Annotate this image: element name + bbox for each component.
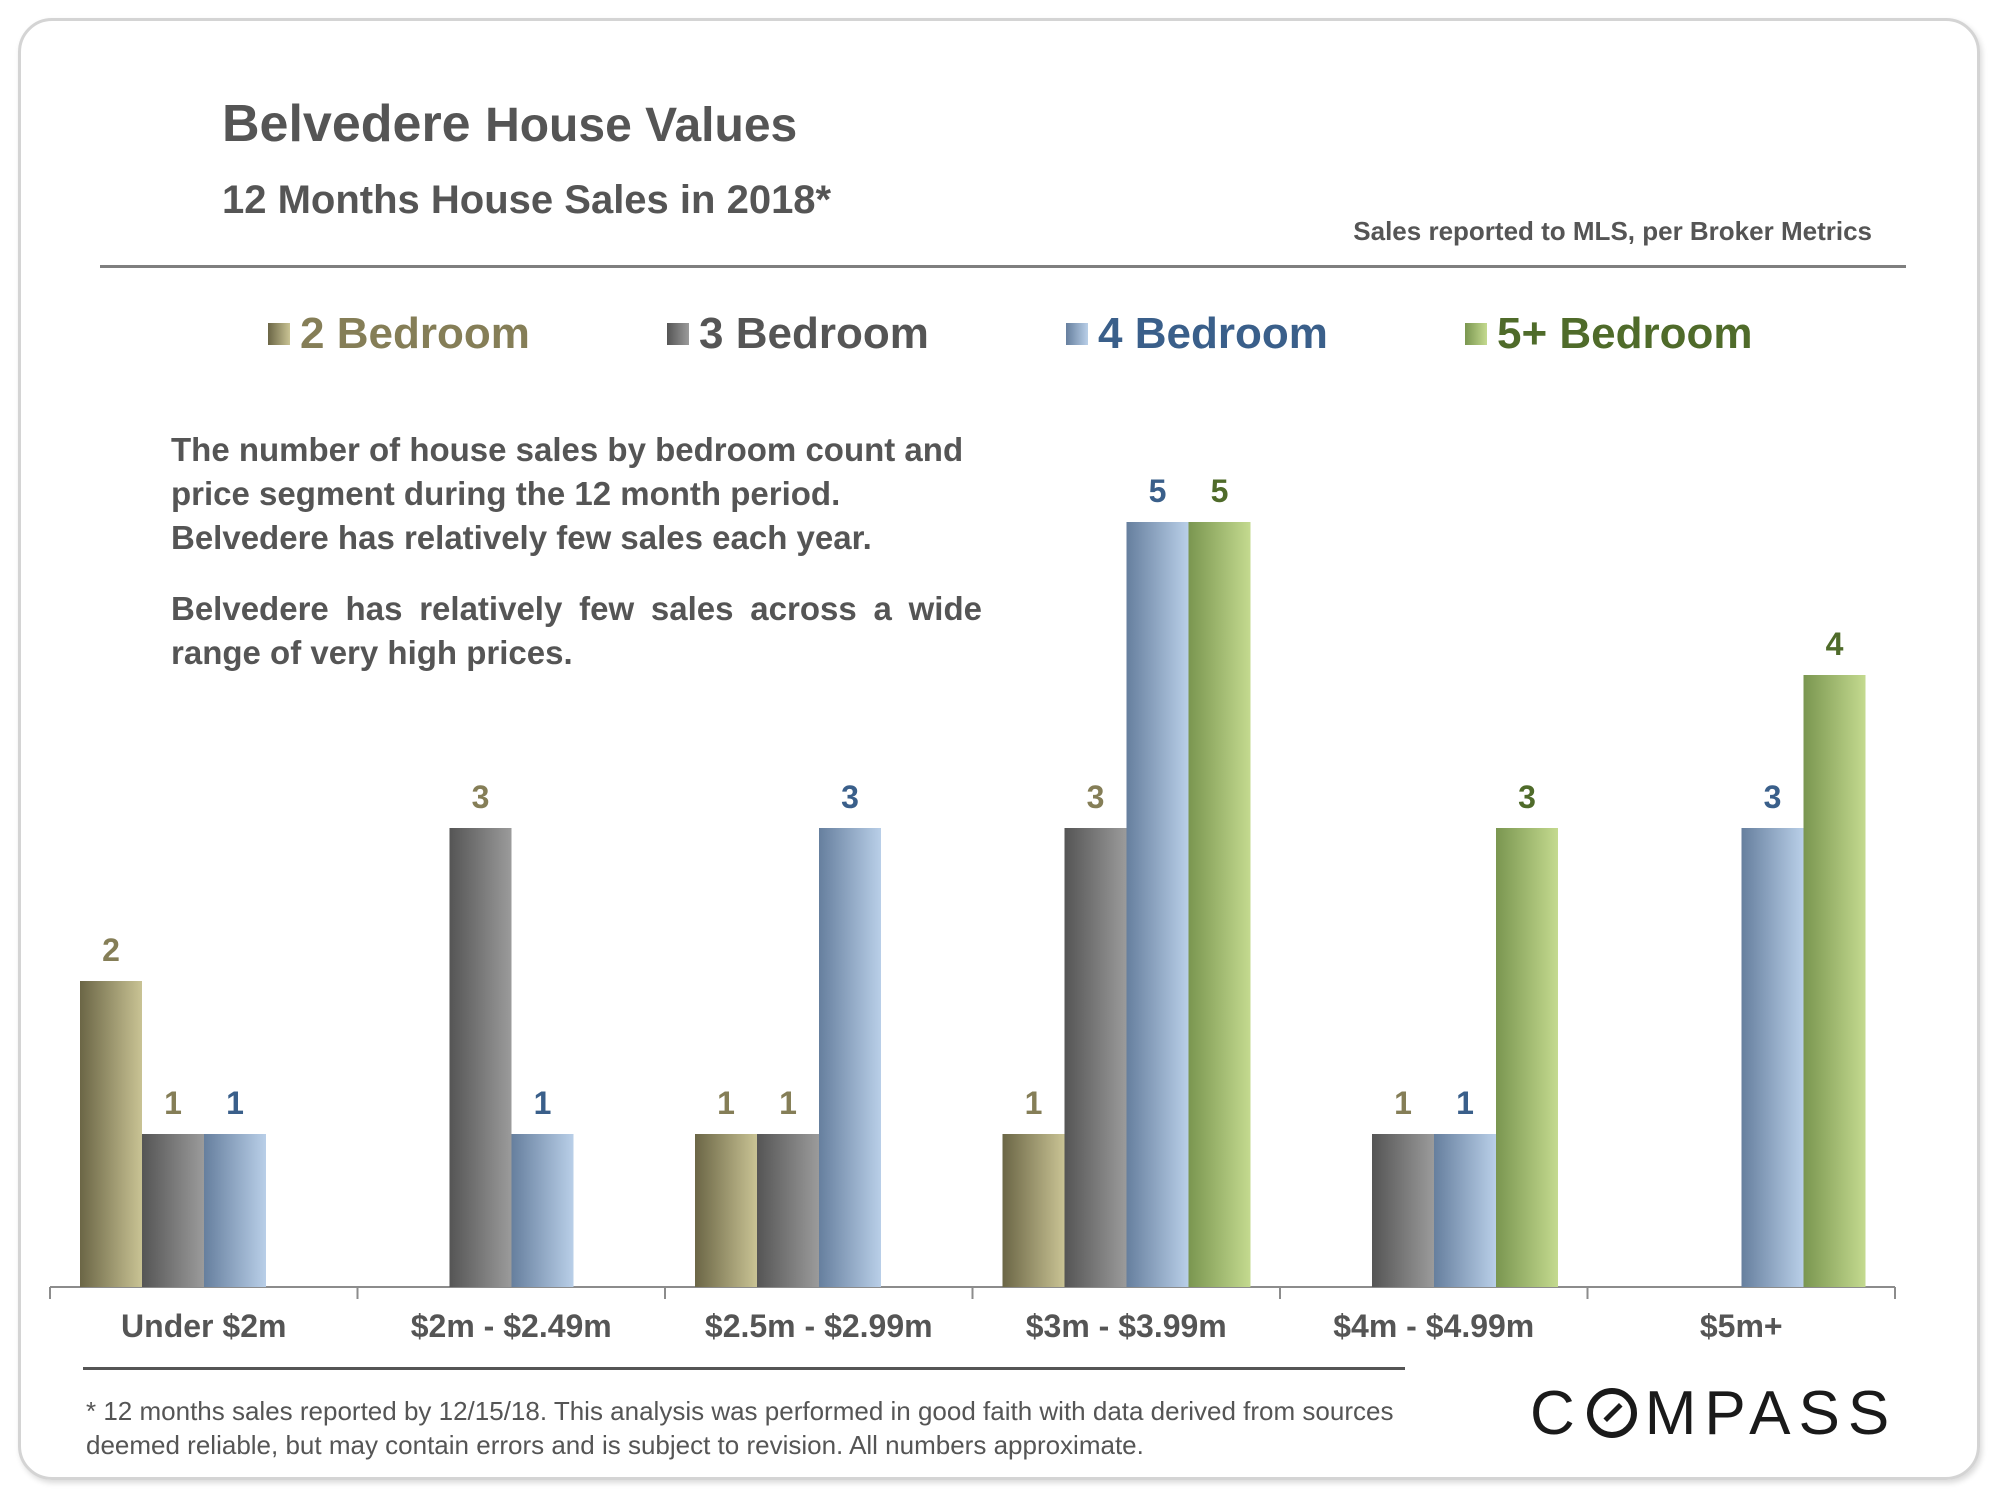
x-tick-label-2-5m-2-99m: $2.5m - $2.99m xyxy=(705,1308,933,1344)
legend-item-3-bedroom: 3 Bedroom xyxy=(667,306,929,362)
bar-3-bedroom-3m-3-99m xyxy=(1064,828,1127,1287)
logo-text-start: C xyxy=(1530,1378,1583,1448)
legend-swatch-5-bedroom xyxy=(1465,323,1487,345)
data-label-3-bedroom-3m-3-99m: 3 xyxy=(1087,779,1105,815)
footer-divider xyxy=(83,1367,1405,1370)
data-label-4-bedroom-5m: 3 xyxy=(1764,779,1782,815)
data-label-2-bedroom-3m-3-99m: 1 xyxy=(1025,1085,1043,1121)
bar-3-bedroom-2m-2-49m xyxy=(449,828,512,1287)
legend-item-4-bedroom: 4 Bedroom xyxy=(1066,306,1328,362)
logo-text-end: MPASS xyxy=(1644,1378,1898,1448)
page-title: Belvedere House Values xyxy=(222,94,797,154)
bar-5-bedroom-5m xyxy=(1803,675,1866,1287)
data-label-2-bedroom-2-5m-2-99m: 1 xyxy=(717,1085,735,1121)
bar-5-bedroom-4m-4-99m xyxy=(1496,828,1558,1287)
x-tick-label-under-2m: Under $2m xyxy=(121,1308,286,1344)
bar-3-bedroom-2-5m-2-99m xyxy=(757,1134,819,1287)
slide-card xyxy=(18,18,1980,1480)
header-divider xyxy=(100,265,1906,268)
x-tick-label-4m-4-99m: $4m - $4.99m xyxy=(1333,1308,1534,1344)
legend-swatch-4-bedroom xyxy=(1066,323,1088,345)
title-rest: House Values xyxy=(485,99,798,152)
logo-o-mark xyxy=(1586,1388,1637,1438)
description-paragraph-2: Belvedere has relatively few sales acros… xyxy=(171,590,982,671)
bar-4-bedroom-2-5m-2-99m xyxy=(819,828,881,1287)
bar-4-bedroom-5m xyxy=(1741,828,1804,1287)
compass-logo: C MPASS xyxy=(1530,1378,1910,1448)
bar-3-bedroom-under-2m xyxy=(142,1134,204,1287)
data-label-3-bedroom-under-2m: 1 xyxy=(164,1085,182,1121)
data-label-4-bedroom-4m-4-99m: 1 xyxy=(1456,1085,1474,1121)
data-label-4-bedroom-under-2m: 1 xyxy=(226,1085,244,1121)
bar-5-bedroom-3m-3-99m xyxy=(1188,522,1251,1287)
bar-4-bedroom-4m-4-99m xyxy=(1434,1134,1496,1287)
page-subtitle: 12 Months House Sales in 2018* xyxy=(222,178,832,222)
bar-2-bedroom-3m-3-99m xyxy=(1002,1134,1065,1287)
data-label-4-bedroom-3m-3-99m: 5 xyxy=(1149,473,1167,509)
legend-item-5-bedroom: 5+ Bedroom xyxy=(1465,306,1753,362)
data-label-3-bedroom-2-5m-2-99m: 1 xyxy=(779,1085,797,1121)
legend-item-2-bedroom: 2 Bedroom xyxy=(268,306,530,362)
x-tick-label-3m-3-99m: $3m - $3.99m xyxy=(1026,1308,1227,1344)
bar-4-bedroom-2m-2-49m xyxy=(511,1134,574,1287)
legend-swatch-3-bedroom xyxy=(667,323,689,345)
legend-swatch-2-bedroom xyxy=(268,323,290,345)
data-label-2-bedroom-under-2m: 2 xyxy=(102,932,120,968)
bar-4-bedroom-under-2m xyxy=(204,1134,266,1287)
legend-label-5-bedroom: 5+ Bedroom xyxy=(1497,309,1753,358)
legend-label-4-bedroom: 4 Bedroom xyxy=(1098,309,1328,358)
legend-label-3-bedroom: 3 Bedroom xyxy=(699,309,929,358)
data-label-3-bedroom-4m-4-99m: 1 xyxy=(1394,1085,1412,1121)
bar-2-bedroom-under-2m xyxy=(80,981,142,1287)
title-city: Belvedere xyxy=(222,95,471,153)
bar-2-bedroom-2-5m-2-99m xyxy=(695,1134,757,1287)
footnote: * 12 months sales reported by 12/15/18. … xyxy=(86,1396,1394,1460)
data-label-5-bedroom-4m-4-99m: 3 xyxy=(1518,779,1536,815)
data-label-4-bedroom-2m-2-49m: 1 xyxy=(534,1085,552,1121)
data-label-3-bedroom-2m-2-49m: 3 xyxy=(472,779,490,815)
x-tick-label-2m-2-49m: $2m - $2.49m xyxy=(411,1308,612,1344)
data-label-4-bedroom-2-5m-2-99m: 3 xyxy=(841,779,859,815)
x-tick-label-5m: $5m+ xyxy=(1700,1308,1783,1344)
legend-label-2-bedroom: 2 Bedroom xyxy=(300,309,530,358)
data-label-5-bedroom-5m: 4 xyxy=(1826,626,1844,662)
description-paragraph-1: The number of house sales by bedroom cou… xyxy=(171,431,964,556)
bar-4-bedroom-3m-3-99m xyxy=(1126,522,1189,1287)
bar-3-bedroom-4m-4-99m xyxy=(1372,1134,1434,1287)
source-note: Sales reported to MLS, per Broker Metric… xyxy=(1353,216,1872,246)
data-label-5-bedroom-3m-3-99m: 5 xyxy=(1211,473,1229,509)
